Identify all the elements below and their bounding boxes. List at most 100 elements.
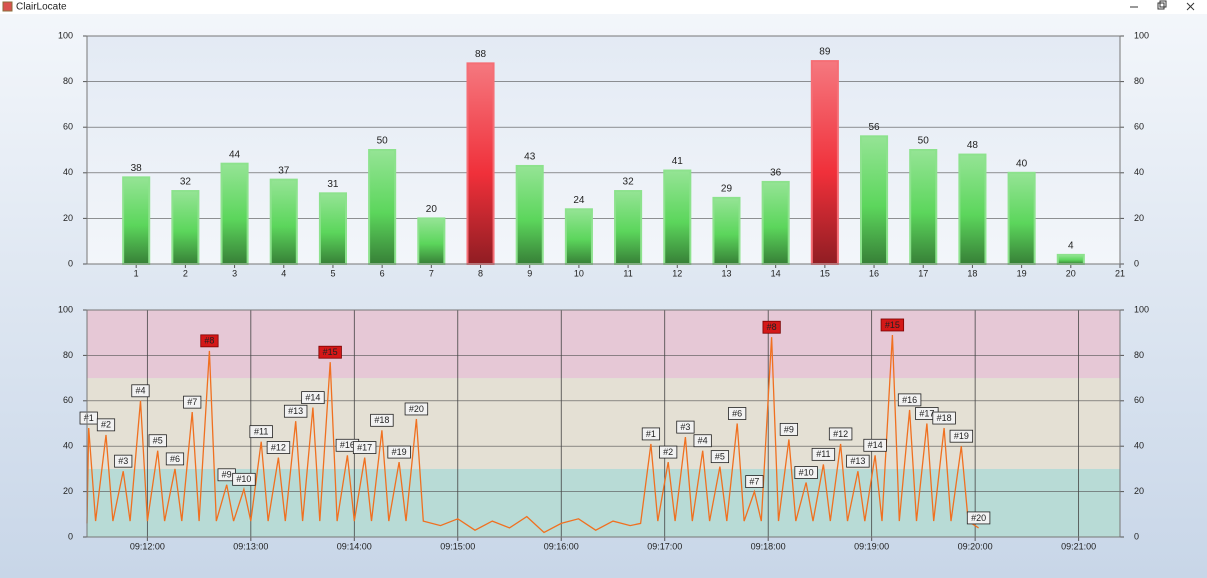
bar-value-label: 29 bbox=[721, 184, 733, 195]
plot-border bbox=[86, 309, 1121, 538]
peak-label: #12 bbox=[271, 442, 286, 452]
peak-label-box bbox=[846, 454, 870, 468]
peak-label: #17 bbox=[919, 408, 934, 418]
x-tick-label: 2 bbox=[183, 268, 188, 278]
peak-label-box bbox=[932, 411, 956, 425]
peak-label: #16 bbox=[902, 395, 917, 405]
y2-tick-label: 40 bbox=[1134, 441, 1144, 451]
plot-border bbox=[86, 35, 1121, 265]
peak-label-box bbox=[659, 445, 678, 459]
x-tick-label: 09:20:00 bbox=[958, 541, 993, 551]
restore-button[interactable] bbox=[1157, 0, 1167, 10]
y-tick-label: 100 bbox=[58, 304, 73, 314]
y2-tick-label: 0 bbox=[1134, 258, 1139, 268]
threshold-band bbox=[87, 378, 1120, 469]
y2-tick-label: 20 bbox=[1134, 213, 1144, 223]
peak-label: #19 bbox=[392, 447, 407, 457]
bar bbox=[171, 190, 200, 265]
peak-label-box bbox=[641, 427, 661, 441]
peak-label-box bbox=[165, 452, 185, 466]
peak-label: #3 bbox=[680, 422, 690, 432]
peak-label: #14 bbox=[305, 392, 320, 402]
bar bbox=[466, 62, 495, 265]
bar bbox=[1056, 253, 1085, 266]
peak-label: #1 bbox=[84, 413, 94, 423]
bar-value-label: 32 bbox=[180, 177, 192, 188]
bar-value-label: 50 bbox=[918, 136, 930, 147]
peak-label-box bbox=[676, 420, 695, 434]
y2-tick-label: 80 bbox=[1134, 76, 1144, 86]
peak-label-box bbox=[96, 418, 116, 432]
bar-value-label: 37 bbox=[278, 165, 290, 176]
peak-label: #17 bbox=[357, 442, 372, 452]
x-tick-label: 6 bbox=[380, 268, 385, 278]
x-tick-label: 18 bbox=[967, 268, 977, 278]
peak-label-box bbox=[370, 413, 394, 427]
bar-value-label: 43 bbox=[524, 152, 536, 163]
peak-label-box bbox=[148, 434, 167, 448]
peak-label-box bbox=[693, 434, 712, 448]
peak-label: #10 bbox=[236, 474, 251, 484]
bar bbox=[909, 149, 938, 265]
bar bbox=[318, 192, 347, 266]
x-tick-label: 15 bbox=[820, 268, 830, 278]
bar bbox=[220, 162, 249, 265]
bar bbox=[810, 60, 839, 265]
bar bbox=[515, 164, 544, 266]
y-tick-label: 60 bbox=[63, 122, 73, 132]
bar-value-label: 36 bbox=[770, 168, 782, 179]
bar bbox=[417, 217, 446, 265]
peak-label: #4 bbox=[135, 386, 145, 396]
peak-label: #9 bbox=[222, 470, 232, 480]
peak-label-box bbox=[828, 427, 853, 441]
peak-label: #9 bbox=[784, 424, 794, 434]
bar bbox=[860, 135, 889, 266]
x-tick-label: 09:15:00 bbox=[440, 541, 475, 551]
x-tick-label: 8 bbox=[478, 268, 483, 278]
bar-value-label: 50 bbox=[377, 136, 389, 147]
bar bbox=[712, 196, 741, 266]
signal-line bbox=[86, 334, 979, 534]
peak-label: #15 bbox=[323, 347, 338, 357]
peak-label-box bbox=[863, 438, 887, 452]
peak-label-box bbox=[779, 422, 798, 436]
y-tick-label: 100 bbox=[58, 30, 73, 40]
peak-label: #13 bbox=[850, 456, 865, 466]
close-button[interactable] bbox=[1186, 2, 1195, 11]
peak-label-box bbox=[266, 441, 291, 454]
peak-label: #3 bbox=[118, 456, 128, 466]
peak-label-box bbox=[762, 320, 781, 334]
peak-label: #7 bbox=[749, 476, 759, 486]
peak-label-box bbox=[897, 393, 922, 407]
peak-label: #12 bbox=[833, 429, 848, 439]
x-tick-label: 09:21:00 bbox=[1061, 541, 1096, 551]
bar-value-label: 88 bbox=[475, 49, 487, 60]
y-tick-label: 20 bbox=[63, 486, 73, 496]
y2-tick-label: 80 bbox=[1134, 350, 1144, 360]
x-tick-label: 16 bbox=[869, 268, 879, 278]
bar-value-label: 40 bbox=[1016, 158, 1028, 169]
y-tick-label: 80 bbox=[63, 350, 73, 360]
bar bbox=[614, 190, 643, 265]
y-tick-label: 20 bbox=[63, 213, 73, 223]
peak-label-box bbox=[710, 450, 730, 464]
y2-tick-label: 100 bbox=[1134, 304, 1149, 314]
x-tick-label: 20 bbox=[1066, 268, 1076, 278]
bar bbox=[761, 180, 790, 265]
bar bbox=[564, 208, 593, 265]
x-tick-label: 10 bbox=[574, 268, 584, 278]
x-tick-label: 14 bbox=[771, 268, 781, 278]
y2-tick-label: 0 bbox=[1134, 531, 1139, 541]
x-tick-label: 09:19:00 bbox=[854, 541, 889, 551]
x-tick-label: 3 bbox=[232, 268, 237, 278]
peak-label: #5 bbox=[153, 436, 163, 446]
x-tick-label: 09:14:00 bbox=[337, 541, 372, 551]
x-tick-label: 17 bbox=[918, 268, 928, 278]
x-tick-label: 7 bbox=[429, 268, 434, 278]
bar-value-label: 20 bbox=[426, 204, 438, 215]
peak-label: #7 bbox=[187, 397, 197, 407]
peak-label-box bbox=[728, 407, 747, 420]
bar bbox=[122, 176, 151, 265]
peak-label-box bbox=[318, 345, 342, 359]
